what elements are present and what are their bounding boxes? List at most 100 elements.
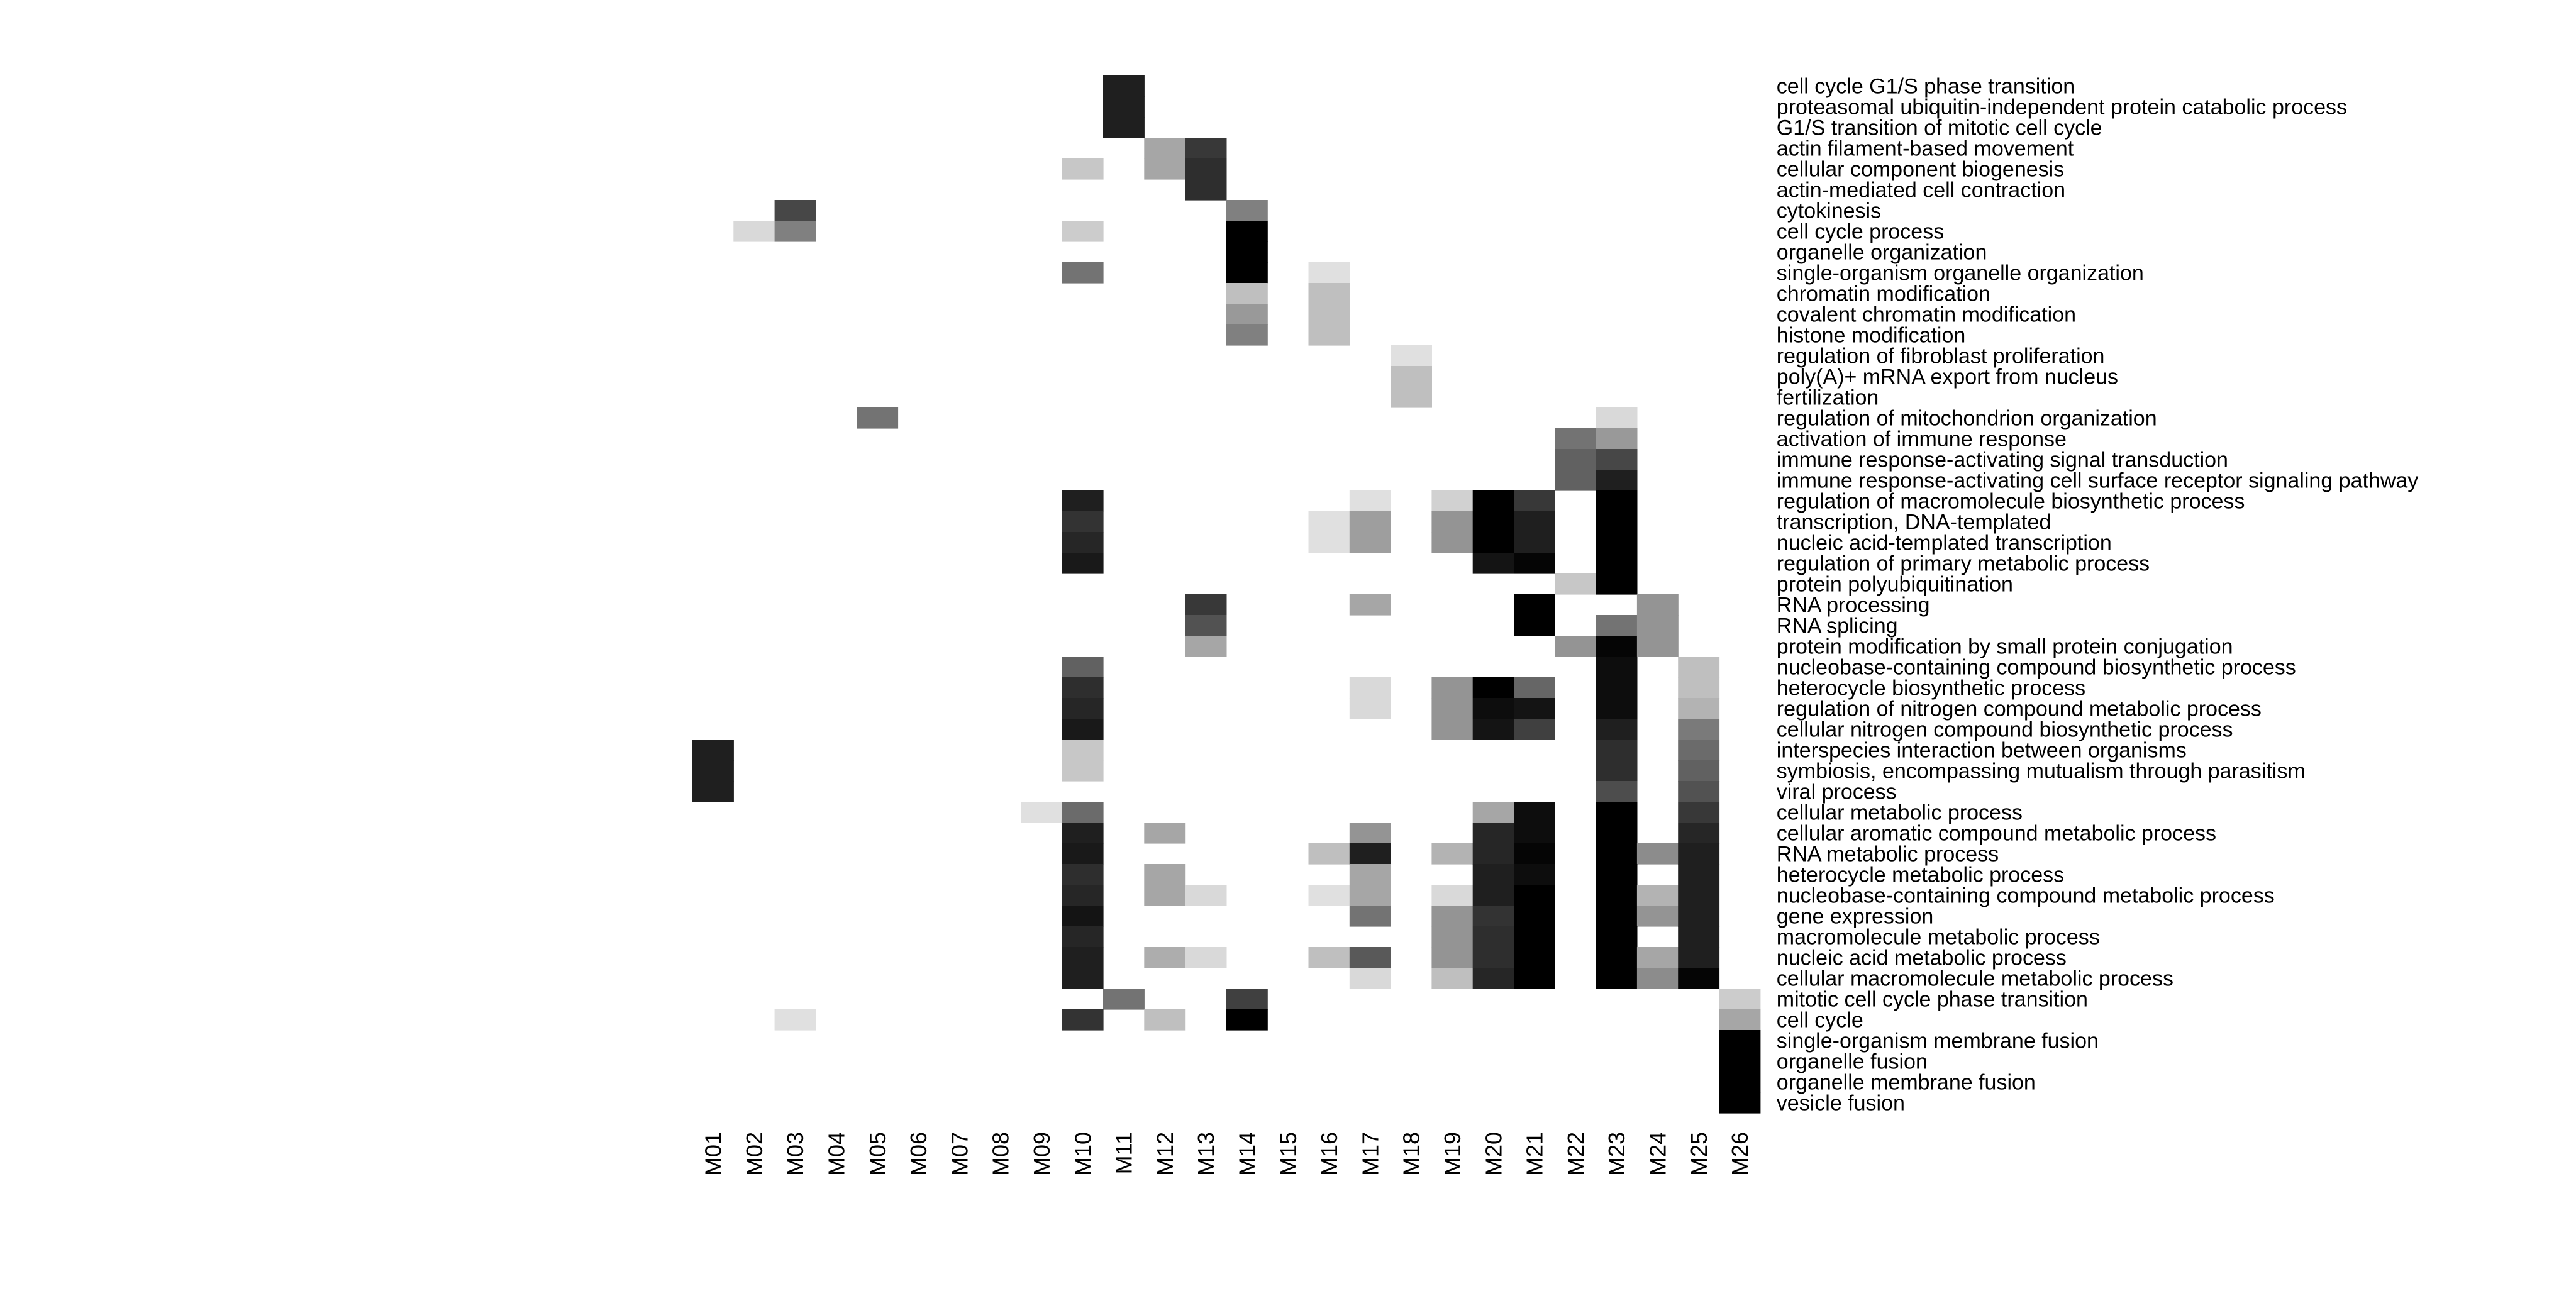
heatmap-cell-M13-row-5 [1185, 179, 1227, 201]
column-label-M17: M17 [1357, 1132, 1383, 1176]
row-label: transcription, DNA-templated [1777, 510, 2051, 534]
heatmap-cell-M21-row-40 [1514, 906, 1555, 927]
heatmap-cell-M22-row-27 [1555, 636, 1597, 657]
column-label-M01: M01 [701, 1132, 726, 1176]
row-label: histone modification [1777, 323, 1966, 347]
heatmap-cell-M23-row-17 [1596, 428, 1638, 450]
heatmap-cell-M26-row-48 [1719, 1072, 1761, 1093]
heatmap-cell-M09-row-35 [1021, 802, 1063, 823]
column-labels: M01 M02 M03 M04 M05 M06 M07 M08 M09 M10 M11 M12 M13 M… [701, 1132, 1753, 1176]
column-label-M25: M25 [1686, 1132, 1712, 1176]
heatmap-cell-M11-row-44 [1103, 989, 1145, 1010]
heatmap-cell-M10-row-33 [1062, 760, 1104, 782]
column-label-M21: M21 [1522, 1132, 1548, 1176]
row-label: RNA processing [1777, 593, 1930, 617]
heatmap-cell-M10-row-38 [1062, 864, 1104, 885]
heatmap-cell-M02-row-7 [733, 221, 775, 242]
heatmap-cell-M23-row-24 [1596, 573, 1638, 595]
heatmap-cell-M01-row-33 [692, 760, 734, 782]
row-label: proteasomal ubiquitin-independent protei… [1777, 95, 2347, 119]
heatmap-cell-M20-row-38 [1472, 864, 1514, 885]
heatmap-cell-M25-row-36 [1678, 823, 1720, 844]
row-label: viral process [1777, 780, 1897, 804]
column-label-M05: M05 [865, 1132, 891, 1176]
heatmap-cell-M20-row-35 [1472, 802, 1514, 823]
heatmap-cell-M25-row-37 [1678, 843, 1720, 865]
row-label: interspecies interaction between organis… [1777, 738, 2187, 762]
heatmap-cell-M17-row-37 [1349, 843, 1391, 865]
row-label: macromolecule metabolic process [1777, 925, 2100, 949]
heatmap-cell-M20-row-30 [1472, 698, 1514, 719]
heatmap-cell-M26-row-49 [1719, 1092, 1761, 1114]
heatmap-cell-M19-row-40 [1431, 906, 1474, 927]
heatmap-cell-M16-row-37 [1308, 843, 1350, 865]
heatmap-cell-M23-row-33 [1596, 760, 1638, 782]
column-label-M23: M23 [1604, 1132, 1629, 1176]
row-label: cellular macromolecule metabolic process [1777, 967, 2174, 990]
column-label-M07: M07 [947, 1132, 972, 1176]
heatmap-cell-M21-row-23 [1514, 553, 1555, 574]
heatmap-cell-M25-row-38 [1678, 864, 1720, 885]
heatmap-cell-M25-row-31 [1678, 719, 1720, 740]
row-label: regulation of primary metabolic process [1777, 551, 2150, 575]
heatmap-cell-M10-row-4 [1062, 158, 1104, 180]
heatmap-cell-M25-row-40 [1678, 906, 1720, 927]
heatmap-cell-M19-row-29 [1431, 677, 1474, 699]
heatmap-cell-M16-row-12 [1308, 324, 1350, 346]
row-label: cell cycle G1/S phase transition [1777, 74, 2075, 98]
heatmap-cell-M21-row-37 [1514, 843, 1555, 865]
heatmap-cell-M10-row-40 [1062, 906, 1104, 927]
heatmap-cell-M21-row-30 [1514, 698, 1555, 719]
row-label: cellular metabolic process [1777, 801, 2023, 824]
heatmap-cell-M21-row-29 [1514, 677, 1555, 699]
heatmap-cell-M26-row-45 [1719, 1009, 1761, 1031]
heatmap-cell-M01-row-32 [692, 740, 734, 761]
heatmap-cell-M20-row-36 [1472, 823, 1514, 844]
heatmap-cell-M22-row-18 [1555, 449, 1597, 470]
heatmap-cell-M17-row-21 [1349, 511, 1391, 533]
heatmap-cell-M23-row-26 [1596, 615, 1638, 636]
row-label: chromatin modification [1777, 282, 1990, 306]
heatmap-cell-M25-row-28 [1678, 657, 1720, 678]
heatmap-cell-M13-row-3 [1185, 138, 1227, 159]
heatmap-cell-M21-row-22 [1514, 532, 1555, 553]
heatmap-cell-M17-row-38 [1349, 864, 1391, 885]
heatmap-cell-M17-row-30 [1349, 698, 1391, 719]
heatmap-cell-M20-row-20 [1472, 490, 1514, 512]
heatmap-cell-M25-row-34 [1678, 781, 1720, 802]
heatmap-cell-M17-row-20 [1349, 490, 1391, 512]
heatmap-cell-M24-row-26 [1636, 615, 1679, 636]
heatmap-cell-M25-row-29 [1678, 677, 1720, 699]
heatmap-cell-M21-row-42 [1514, 947, 1555, 968]
heatmap-cell-M10-row-22 [1062, 532, 1104, 553]
heatmap-cell-M10-row-20 [1062, 490, 1104, 512]
column-label-M06: M06 [906, 1132, 931, 1176]
row-label: cellular aromatic compound metabolic pro… [1777, 821, 2216, 845]
heatmap-cell-M21-row-43 [1514, 968, 1555, 989]
row-label: heterocycle biosynthetic process [1777, 676, 2085, 700]
heatmap-cell-M20-row-31 [1472, 719, 1514, 740]
row-label: cellular nitrogen compound biosynthetic … [1777, 718, 2233, 741]
heatmap-cell-M17-row-29 [1349, 677, 1391, 699]
heatmap-cell-M24-row-42 [1636, 947, 1679, 968]
row-label: single-organism organelle organization [1777, 261, 2144, 285]
heatmap-cell-M13-row-25 [1185, 594, 1227, 616]
row-label: protein polyubiquitination [1777, 572, 2013, 596]
column-label-M19: M19 [1440, 1132, 1465, 1176]
heatmap-cell-M23-row-43 [1596, 968, 1638, 989]
heatmap-cell-M21-row-41 [1514, 926, 1555, 948]
row-label: cellular component biogenesis [1777, 157, 2064, 181]
heatmap-cell-M11-row-0 [1103, 75, 1145, 97]
row-label: nucleobase-containing compound metabolic… [1777, 884, 2275, 907]
heatmap-cell-M20-row-22 [1472, 532, 1514, 553]
row-label: regulation of nitrogen compound metaboli… [1777, 697, 2262, 721]
heatmap-cell-M14-row-10 [1226, 283, 1268, 304]
heatmap-cell-M23-row-22 [1596, 532, 1638, 553]
heatmap-cell-M17-row-40 [1349, 906, 1391, 927]
heatmap-cell-M12-row-38 [1144, 864, 1186, 885]
heatmap-cell-M19-row-31 [1431, 719, 1474, 740]
heatmap-cell-M12-row-4 [1144, 158, 1186, 180]
heatmap-cell-M11-row-2 [1103, 117, 1145, 138]
heatmap-cell-M19-row-30 [1431, 698, 1474, 719]
